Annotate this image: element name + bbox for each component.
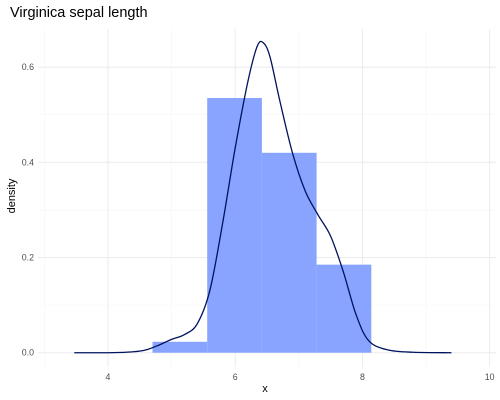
y-axis-title: density <box>6 178 18 213</box>
density-curve <box>74 40 452 354</box>
y-tick-label: 0.2 <box>22 253 34 263</box>
histogram-bar-3 <box>261 152 317 353</box>
x-tick-label: 8 <box>360 372 365 382</box>
histogram-bar-1 <box>152 341 208 353</box>
histogram-bar-4 <box>316 264 372 353</box>
chart-title: Virginica sepal length <box>10 5 148 21</box>
histogram-bar-2 <box>207 98 262 353</box>
y-tick-label: 0.6 <box>22 62 34 72</box>
x-axis-title: x <box>262 383 268 395</box>
histogram-bars <box>152 98 372 353</box>
x-tick-label: 10 <box>485 372 495 382</box>
x-tick-label: 6 <box>233 372 238 382</box>
y-axis-ticks: 0.0 0.2 0.4 0.6 <box>22 62 34 358</box>
x-axis-ticks: 4 6 8 10 <box>106 372 495 382</box>
y-tick-label: 0.4 <box>22 157 34 167</box>
x-tick-label: 4 <box>106 372 111 382</box>
y-tick-label: 0.0 <box>22 348 34 358</box>
